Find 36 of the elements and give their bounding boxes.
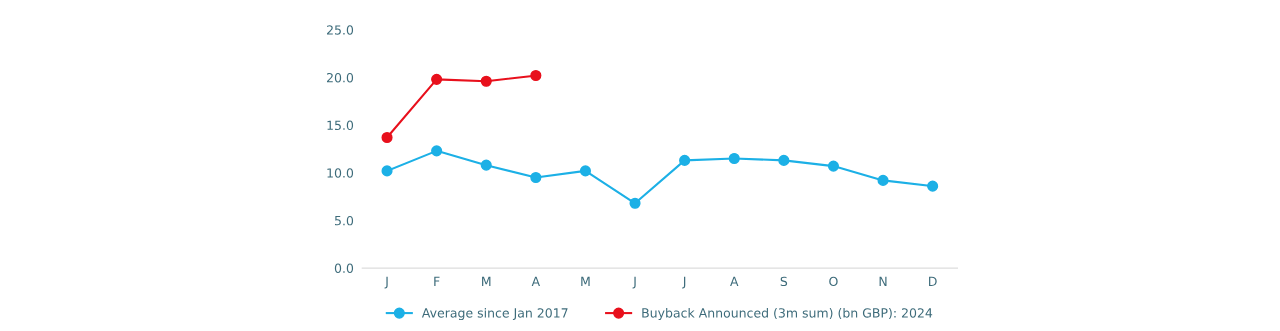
y-tick-label: 0.0	[334, 263, 354, 274]
point	[530, 171, 542, 184]
x-tick-label: M	[581, 276, 590, 286]
x-tick-label: N	[879, 276, 887, 286]
point	[381, 165, 393, 177]
point	[381, 131, 393, 144]
y-tick-label: 5.0	[334, 215, 354, 226]
legend-label: Average since Jan 2017	[421, 307, 568, 321]
point	[728, 152, 740, 165]
point	[480, 75, 492, 87]
y-tick-label: 10.0	[327, 168, 354, 178]
x-tick-label: J	[682, 276, 686, 289]
x-tick-label: F	[434, 276, 440, 286]
point	[431, 73, 443, 85]
point	[679, 154, 691, 166]
x-tick-label: D	[929, 276, 937, 286]
legend-label: Buyback Announced (3m sum) (bn GBP): 2024	[642, 307, 933, 321]
point	[530, 69, 542, 82]
x-tick-label: S	[780, 276, 788, 287]
point	[579, 165, 591, 177]
point	[778, 154, 790, 166]
x-tick-label: A	[730, 276, 739, 286]
point	[877, 174, 889, 186]
point	[827, 160, 839, 172]
x-tick-label: O	[829, 276, 838, 287]
point	[480, 159, 492, 171]
y-tick-label: 25.0	[326, 25, 354, 35]
point	[927, 180, 939, 192]
point	[629, 197, 641, 209]
point	[431, 145, 443, 157]
x-tick-label: A	[531, 276, 541, 286]
x-tick-label: M	[482, 276, 491, 286]
x-tick-label: J	[632, 276, 636, 289]
x-tick-label: J	[384, 276, 388, 289]
y-tick-label: 15.0	[327, 120, 354, 131]
y-tick-label: 20.0	[326, 72, 354, 83]
